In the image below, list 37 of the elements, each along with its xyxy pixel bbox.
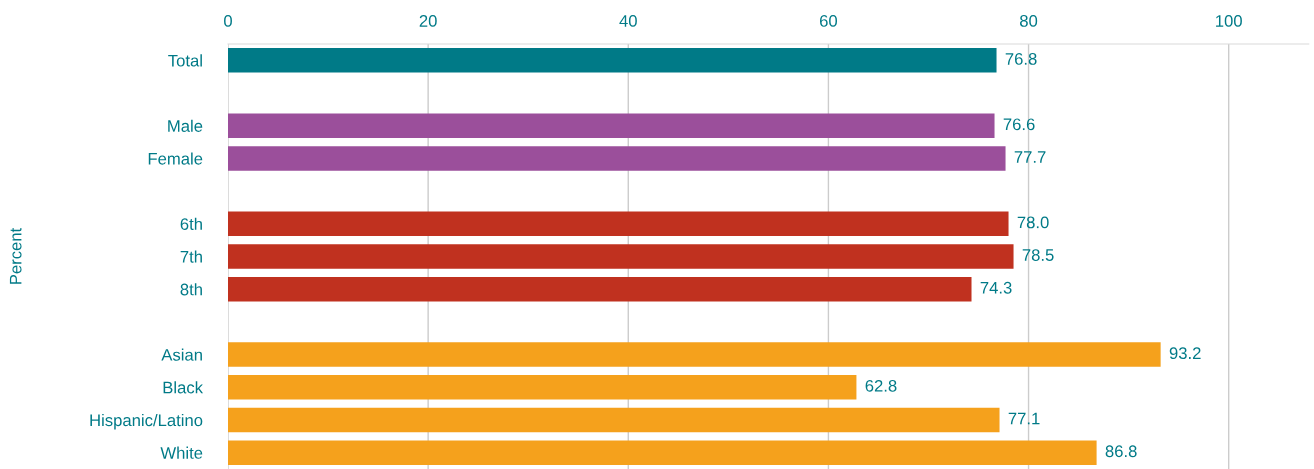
data-label: 78.0 <box>1017 216 1049 229</box>
bar <box>228 211 1009 237</box>
data-label: 62.8 <box>865 379 897 392</box>
bar <box>228 342 1161 367</box>
data-label: 86.8 <box>1105 445 1137 458</box>
bar <box>228 48 997 73</box>
bar <box>228 113 995 138</box>
bar <box>228 407 1000 433</box>
y-tick-label: White <box>160 446 203 459</box>
bar <box>228 146 1006 171</box>
data-label: 76.6 <box>1003 118 1035 131</box>
bar <box>228 244 1014 269</box>
y-tick-label: 7th <box>180 250 202 263</box>
y-tick-label: 8th <box>180 283 202 296</box>
x-tick-label: 20 <box>419 15 437 27</box>
bar <box>228 375 857 400</box>
x-tick-label: 60 <box>819 15 838 27</box>
y-tick-label: Male <box>168 119 203 132</box>
data-label: 93.2 <box>1169 347 1201 360</box>
y-tick-label: Hispanic/Latino <box>90 413 203 430</box>
x-tick-label: 40 <box>619 15 637 27</box>
bar <box>228 440 1097 465</box>
x-tick-label: 100 <box>1216 15 1242 27</box>
y-tick-label: Black <box>163 381 204 394</box>
data-label: 76.8 <box>1005 53 1037 65</box>
x-tick-label: 80 <box>1020 15 1038 27</box>
y-tick-label: Total <box>168 54 202 67</box>
data-label: 74.3 <box>980 281 1012 294</box>
data-label: 77.1 <box>1008 412 1040 425</box>
y-tick-label: Female <box>148 152 203 165</box>
y-tick-label: Asian <box>161 348 202 361</box>
data-label: 77.7 <box>1014 151 1046 163</box>
x-tick-label: 0 <box>224 15 232 27</box>
y-axis-title: Percent <box>9 227 22 284</box>
y-tick-label: 6th <box>180 217 202 231</box>
data-label: 78.5 <box>1022 249 1054 261</box>
bar <box>228 276 972 302</box>
